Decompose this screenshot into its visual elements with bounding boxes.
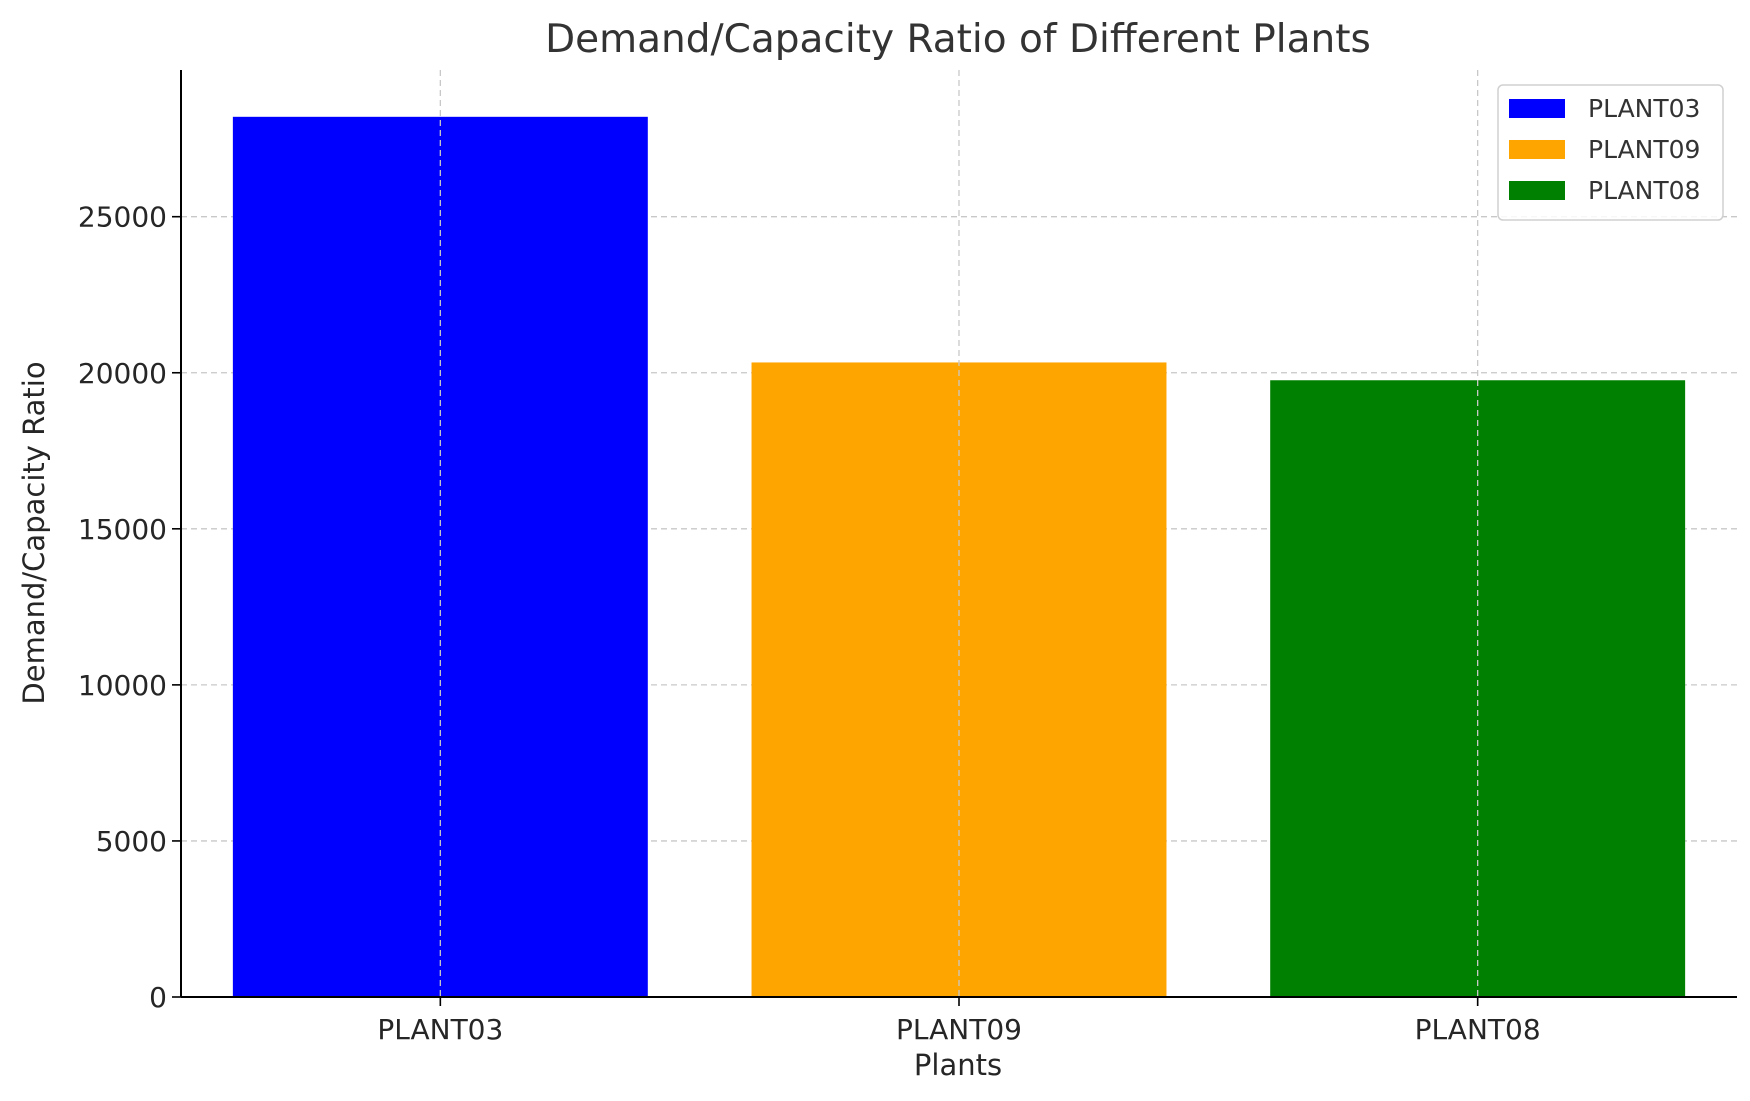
x-ticks: PLANT03 PLANT09 PLANT08 xyxy=(377,997,1541,1046)
x-tick-label: PLANT09 xyxy=(896,1013,1022,1046)
legend: PLANT03 PLANT09 PLANT08 xyxy=(1497,84,1724,221)
legend-label: PLANT09 xyxy=(1588,135,1700,164)
y-tick-label: 5000 xyxy=(96,825,167,858)
legend-swatch xyxy=(1509,99,1565,118)
y-axis-label: Demand/Capacity Ratio xyxy=(17,361,51,704)
x-axis-label: Plants xyxy=(914,1048,1002,1082)
legend-swatch xyxy=(1509,140,1565,159)
y-tick-label: 10000 xyxy=(78,669,167,702)
y-ticks: 0 5000 10000 15000 20000 25000 xyxy=(78,201,181,1014)
x-tick-label: PLANT03 xyxy=(377,1013,503,1046)
legend-label: PLANT03 xyxy=(1588,94,1700,123)
x-tick-label: PLANT08 xyxy=(1415,1013,1541,1046)
y-tick-label: 0 xyxy=(149,981,167,1014)
legend-swatch xyxy=(1509,181,1565,200)
y-tick-label: 25000 xyxy=(78,201,167,234)
x-gridlines-front xyxy=(439,70,1479,997)
legend-label: PLANT08 xyxy=(1588,176,1700,205)
y-tick-label: 15000 xyxy=(78,513,167,546)
y-tick-label: 20000 xyxy=(78,357,167,390)
chart-title: Demand/Capacity Ratio of Different Plant… xyxy=(545,17,1371,62)
